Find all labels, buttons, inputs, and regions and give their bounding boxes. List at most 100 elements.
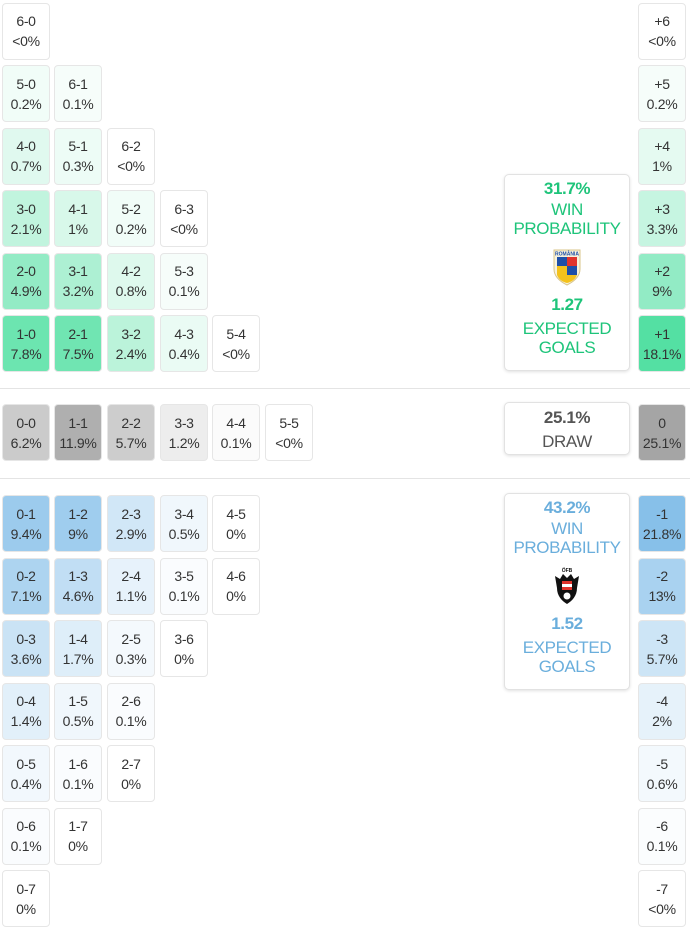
scoreline-cell-label: 2-1 xyxy=(68,325,88,342)
scoreline-cell-label: 3-2 xyxy=(121,325,141,342)
scoreline-cell-probability: <0% xyxy=(12,33,40,49)
goal-margin-cell-probability: 9% xyxy=(652,283,672,299)
scoreline-cell: 0-6 0.1% xyxy=(2,807,50,865)
scoreline-cell-probability: 0.2% xyxy=(10,95,42,112)
scoreline-cell: 2-5 0.3% xyxy=(107,620,155,677)
scoreline-cell: 6-3 <0% xyxy=(160,190,208,247)
scoreline-cell: 4-5 0% xyxy=(212,495,260,552)
goal-margin-cell: +1 18.1% xyxy=(638,315,686,372)
goal-margin-cell-label: +2 xyxy=(654,263,670,279)
scoreline-cell: 0-1 9.4% xyxy=(2,495,50,552)
scoreline-cell-label: 0-2 xyxy=(16,568,36,584)
goal-margin-cell-label: +3 xyxy=(654,200,670,217)
goal-margin-cell: 0 25.1% xyxy=(638,404,686,461)
goal-margin-cell-label: +6 xyxy=(654,13,670,29)
scoreline-cell-label: 6-0 xyxy=(16,13,36,29)
goal-margin-cell-label: +4 xyxy=(654,138,670,154)
away-win-label-1: WIN xyxy=(551,519,583,538)
scoreline-cell: 5-0 0.2% xyxy=(2,65,50,122)
scoreline-cell: 0-3 3.6% xyxy=(2,620,50,677)
scoreline-cell: 1-4 1.7% xyxy=(54,620,102,677)
scoreline-cell-label: 4-6 xyxy=(226,568,246,584)
goal-margin-cell-probability: 0.2% xyxy=(646,95,678,112)
scoreline-cell: 0-2 7.1% xyxy=(2,557,50,615)
scoreline-cell: 2-1 7.5% xyxy=(54,315,102,372)
scoreline-cell: 6-1 0.1% xyxy=(54,65,102,122)
scoreline-cell-probability: 7.5% xyxy=(62,345,94,362)
scoreline-cell-label: 3-5 xyxy=(174,568,194,584)
scoreline-cell-probability: 5.7% xyxy=(115,434,147,451)
goal-margin-cell-label: +1 xyxy=(654,325,670,342)
scoreline-cell-label: 5-2 xyxy=(121,200,141,217)
divider-top xyxy=(0,388,690,389)
away-win-probability: 43.2% xyxy=(543,498,591,517)
scoreline-cell: 2-2 5.7% xyxy=(107,404,155,461)
scoreline-cell-probability: 0.1% xyxy=(168,283,200,299)
goal-margin-cell-label: +5 xyxy=(654,75,670,92)
scoreline-cell-probability: <0% xyxy=(222,345,250,362)
goal-margin-cell-label: -2 xyxy=(656,568,668,584)
scoreline-cell-label: 4-1 xyxy=(68,200,88,217)
scoreline-cell-probability: 4.9% xyxy=(10,283,42,299)
divider-bottom xyxy=(0,478,690,479)
scoreline-cell-label: 5-4 xyxy=(226,325,246,342)
goal-margin-cell: -2 13% xyxy=(638,557,686,615)
goal-margin-cell: -6 0.1% xyxy=(638,807,686,865)
home-win-probability: 31.7% xyxy=(543,179,591,198)
scoreline-cell-probability: 0% xyxy=(174,650,194,667)
scoreline-cell: 3-2 2.4% xyxy=(107,315,155,372)
goal-margin-cell-label: -4 xyxy=(656,693,668,709)
scoreline-cell-probability: 0.3% xyxy=(115,650,147,667)
scoreline-cell: 2-3 2.9% xyxy=(107,495,155,552)
scoreline-cell-probability: 3.6% xyxy=(10,650,42,667)
scoreline-cell: 2-6 0.1% xyxy=(107,682,155,740)
scoreline-cell: 3-5 0.1% xyxy=(160,557,208,615)
goal-margin-cell-probability: 25.1% xyxy=(642,434,682,451)
scoreline-cell: 4-1 1% xyxy=(54,190,102,247)
goal-margin-cell: -1 21.8% xyxy=(638,495,686,552)
scoreline-cell-label: 4-3 xyxy=(174,325,194,342)
scoreline-cell: 3-0 2.1% xyxy=(2,190,50,247)
scoreline-cell: 5-3 0.1% xyxy=(160,252,208,310)
scoreline-cell-probability: 0.4% xyxy=(10,775,42,792)
scoreline-cell-label: 0-6 xyxy=(16,818,36,834)
goal-margin-cell-label: -5 xyxy=(656,755,668,772)
goal-margin-cell-label: -1 xyxy=(656,505,668,522)
scoreline-cell-probability: 0.1% xyxy=(62,95,94,112)
scoreline-cell: 1-1 11.9% xyxy=(54,404,102,461)
goal-margin-cell-probability: 18.1% xyxy=(642,345,682,362)
scoreline-cell: 1-0 7.8% xyxy=(2,315,50,372)
scoreline-cell: 0-5 0.4% xyxy=(2,745,50,802)
goal-margin-cell-probability: 1% xyxy=(652,158,672,174)
scoreline-cell-probability: 0% xyxy=(121,775,141,792)
scoreline-cell: 3-4 0.5% xyxy=(160,495,208,552)
scoreline-cell-probability: 7.8% xyxy=(10,345,42,362)
scoreline-cell-probability: 1.2% xyxy=(168,434,200,451)
romania-crest-text: ROMÂNIA xyxy=(555,251,579,258)
scoreline-cell-probability: 3.2% xyxy=(62,283,94,299)
scoreline-cell-probability: 4.6% xyxy=(62,588,94,604)
scoreline-cell: 1-5 0.5% xyxy=(54,682,102,740)
goal-margin-cell-probability: 3.3% xyxy=(646,220,678,237)
scoreline-cell: 0-7 0% xyxy=(2,870,50,927)
scoreline-cell-label: 4-5 xyxy=(226,505,246,522)
scoreline-cell-label: 4-0 xyxy=(16,138,36,154)
scoreline-cell-label: 0-4 xyxy=(16,693,36,709)
scoreline-cell-probability: <0% xyxy=(170,220,198,237)
scoreline-cell-label: 5-1 xyxy=(68,138,88,154)
goal-margin-cell-probability: <0% xyxy=(648,900,676,917)
scoreline-cell: 4-3 0.4% xyxy=(160,315,208,372)
scoreline-cell: 1-6 0.1% xyxy=(54,745,102,802)
scoreline-cell-probability: 0.8% xyxy=(115,283,147,299)
scoreline-cell-probability: 1.4% xyxy=(10,713,42,729)
scoreline-cell-probability: 0.1% xyxy=(115,713,147,729)
draw-probability: 25.1% xyxy=(543,407,591,427)
goal-margin-cell: -4 2% xyxy=(638,682,686,740)
goal-margin-cell: +6 <0% xyxy=(638,2,686,60)
goal-margin-cell-label: -7 xyxy=(656,880,668,897)
scoreline-cell: 5-2 0.2% xyxy=(107,190,155,247)
scoreline-cell-probability: 0.1% xyxy=(168,588,200,604)
scoreline-cell-label: 0-0 xyxy=(16,414,36,431)
scoreline-cell-probability: 0% xyxy=(68,838,88,854)
scoreline-cell-probability: 9.4% xyxy=(10,525,42,542)
